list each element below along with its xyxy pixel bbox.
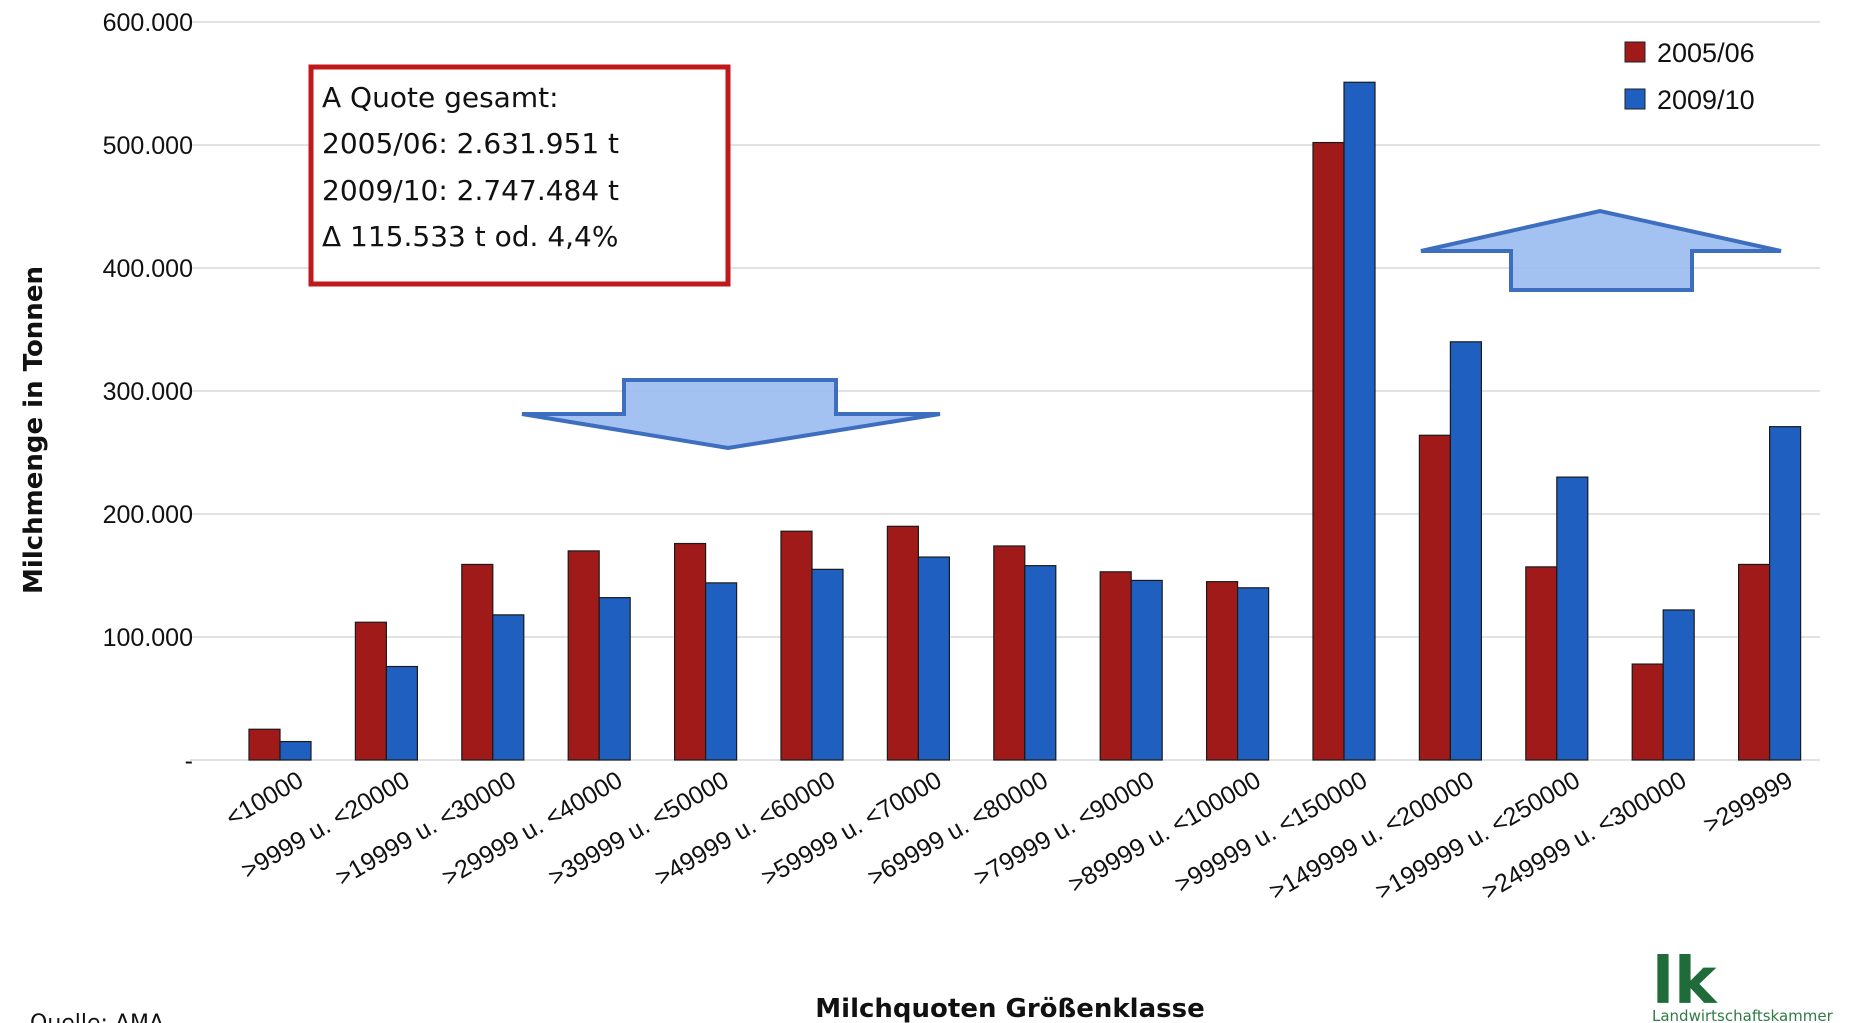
y-axis-ticks: - 100.000 200.000 300.000 400.000 500.000 600.… (103, 9, 193, 775)
x-tick-label: >49999 u. <60000 (650, 766, 840, 892)
logo-mark: lk (1652, 945, 1718, 1019)
bar-2005-06-0 (248, 728, 281, 761)
bar-2009-10-8 (1130, 579, 1163, 761)
y-tick-label: 300.000 (103, 378, 193, 406)
source-label: Quelle: AMA (30, 1011, 164, 1023)
bar-2005-06-3 (567, 550, 600, 761)
bar-2009-10-5 (811, 568, 844, 761)
bar-2009-10-6 (917, 556, 951, 761)
y-tick-label: 100.000 (103, 624, 193, 652)
annotation-line-3: 2009/10: 2.747.484 t (322, 174, 619, 207)
bar-2005-06-5 (780, 530, 813, 761)
x-tick-label: >59999 u. <70000 (757, 766, 947, 892)
y-tick-label: 600.000 (103, 9, 193, 37)
legend-label-2009-10: 2009/10 (1657, 85, 1755, 115)
bar-2005-06-9 (1205, 581, 1239, 761)
x-tick-label: >149999 u. <200000 (1265, 766, 1479, 906)
x-tick-label: >299999 (1699, 766, 1798, 839)
x-axis-ticks: <10000>9999 u. <20000>19999 u. <30000>29… (221, 766, 1797, 906)
x-tick-label: >29999 u. <40000 (437, 766, 627, 892)
legend: 2005/06 2009/10 (1624, 38, 1755, 115)
bar-2009-10-10 (1343, 81, 1376, 761)
x-tick-label: >89999 u. <100000 (1064, 766, 1266, 899)
bar-2009-10-3 (598, 597, 631, 761)
x-tick-label: >19999 u. <30000 (331, 766, 521, 892)
y-axis-title: Milchmenge in Tonnen (19, 266, 49, 594)
bar-2005-06-2 (461, 563, 494, 761)
annotation-line-4: Δ 115.533 t od. 4,4% (322, 220, 618, 253)
y-tick-label: 500.000 (103, 132, 193, 160)
bar-2009-10-1 (385, 665, 418, 761)
logo: lk Landwirtschaftskammer (1652, 945, 1834, 1023)
up-arrow-icon (1420, 208, 1782, 292)
bar-2005-06-7 (993, 545, 1026, 761)
x-tick-label: >39999 u. <50000 (544, 766, 734, 892)
bar-2009-10-11 (1449, 341, 1483, 761)
bars (248, 81, 1802, 761)
bar-2009-10-0 (279, 740, 312, 761)
bar-2005-06-10 (1312, 141, 1345, 761)
y-tick-label: 400.000 (103, 255, 193, 283)
bar-2005-06-8 (1099, 571, 1132, 761)
bar-2005-06-1 (354, 621, 387, 761)
bar-2009-10-13 (1662, 609, 1695, 761)
annotation-border (308, 64, 731, 287)
bar-2005-06-6 (886, 525, 920, 761)
bar-2005-06-13 (1631, 663, 1664, 761)
bar-2009-10-12 (1556, 476, 1589, 761)
legend-swatch-2005-06 (1624, 41, 1646, 63)
bar-2009-10-9 (1236, 587, 1270, 761)
x-tick-label: >79999 u. <90000 (969, 766, 1159, 892)
x-axis-title: Milchquoten Größenklasse (815, 994, 1204, 1023)
y-tick-label: - (185, 747, 193, 775)
bar-2005-06-11 (1418, 434, 1452, 761)
bar-2005-06-12 (1525, 566, 1558, 761)
bar-2005-06-14 (1737, 563, 1771, 761)
bar-2009-10-2 (492, 614, 525, 761)
x-tick-label: >249999 u. <300000 (1477, 766, 1691, 906)
annotation-box: A Quote gesamt: 2005/06: 2.631.951 t 200… (308, 64, 731, 287)
legend-swatch-2009-10 (1624, 88, 1646, 110)
x-tick-label: <10000 (221, 766, 308, 832)
down-arrow-icon (521, 378, 941, 451)
bar-2009-10-14 (1768, 426, 1802, 761)
annotation-line-2: 2005/06: 2.631.951 t (322, 127, 619, 160)
x-tick-label: >199999 u. <250000 (1371, 766, 1585, 906)
bar-2009-10-7 (1024, 565, 1057, 761)
legend-label-2005-06: 2005/06 (1657, 38, 1755, 68)
logo-subtext: Landwirtschaftskammer (1652, 1007, 1834, 1023)
annotation-line-1: A Quote gesamt: (322, 81, 559, 114)
bar-2005-06-4 (673, 542, 707, 761)
x-tick-label: >69999 u. <80000 (863, 766, 1053, 892)
y-tick-label: 200.000 (103, 501, 193, 529)
bar-2009-10-4 (704, 582, 738, 761)
